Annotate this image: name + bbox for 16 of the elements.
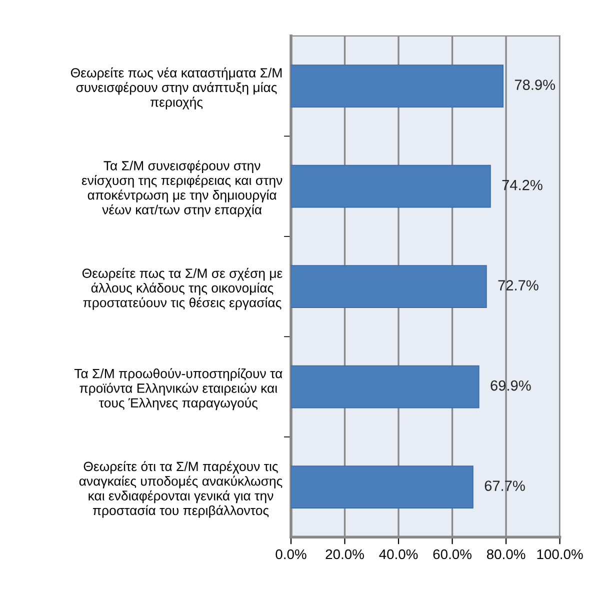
data-label: 72.7% <box>498 280 538 290</box>
data-label: 69.9% <box>490 380 531 391</box>
y-tick-label: Τα Σ/Μ συνεισφέρουν στην ενίσχυση της περιφέρειας και στην αποκέντρωση με την δημιουργία νέων κατ/των στην επαρχία <box>82 160 282 218</box>
x-tick-label: 40.0% <box>379 549 418 560</box>
x-tick-label: 20.0% <box>326 549 364 560</box>
x-tick-label: 100.0% <box>537 549 583 560</box>
y-tick-label: Τα Σ/Μ προωθούν-υποστηρίζουν τα προϊόντα Ελληνικών εταιρειών και τους Έλληνες παραγωγούς <box>74 368 282 410</box>
x-tick-label: 0.0% <box>276 549 306 560</box>
y-tick-label: Θεωρείτε ότι τα Σ/Μ παρέχουν τις αναγκαίες υποδομές ανακύκλωσης και ενδιαφέρονται γενικά για την προστασία του περιβάλλοντος <box>79 461 282 518</box>
y-tick-label: Θεωρείτε πως τα Σ/Μ σε σχέση με άλλους κλάδους της οικονομίας προστατεύουν τις θέσεις εργασίας <box>82 268 282 310</box>
data-label: 74.2% <box>502 180 542 190</box>
y-tick-label: Θεωρείτε πως νέα καταστήματα Σ/Μ συνεισφέρουν στην ανάπτυξη μίας περιοχής <box>70 67 282 110</box>
data-label: 67.7% <box>484 480 525 491</box>
data-label: 78.9% <box>514 80 556 90</box>
x-tick-label: 80.0% <box>486 549 526 560</box>
x-tick-label: 60.0% <box>433 549 472 560</box>
